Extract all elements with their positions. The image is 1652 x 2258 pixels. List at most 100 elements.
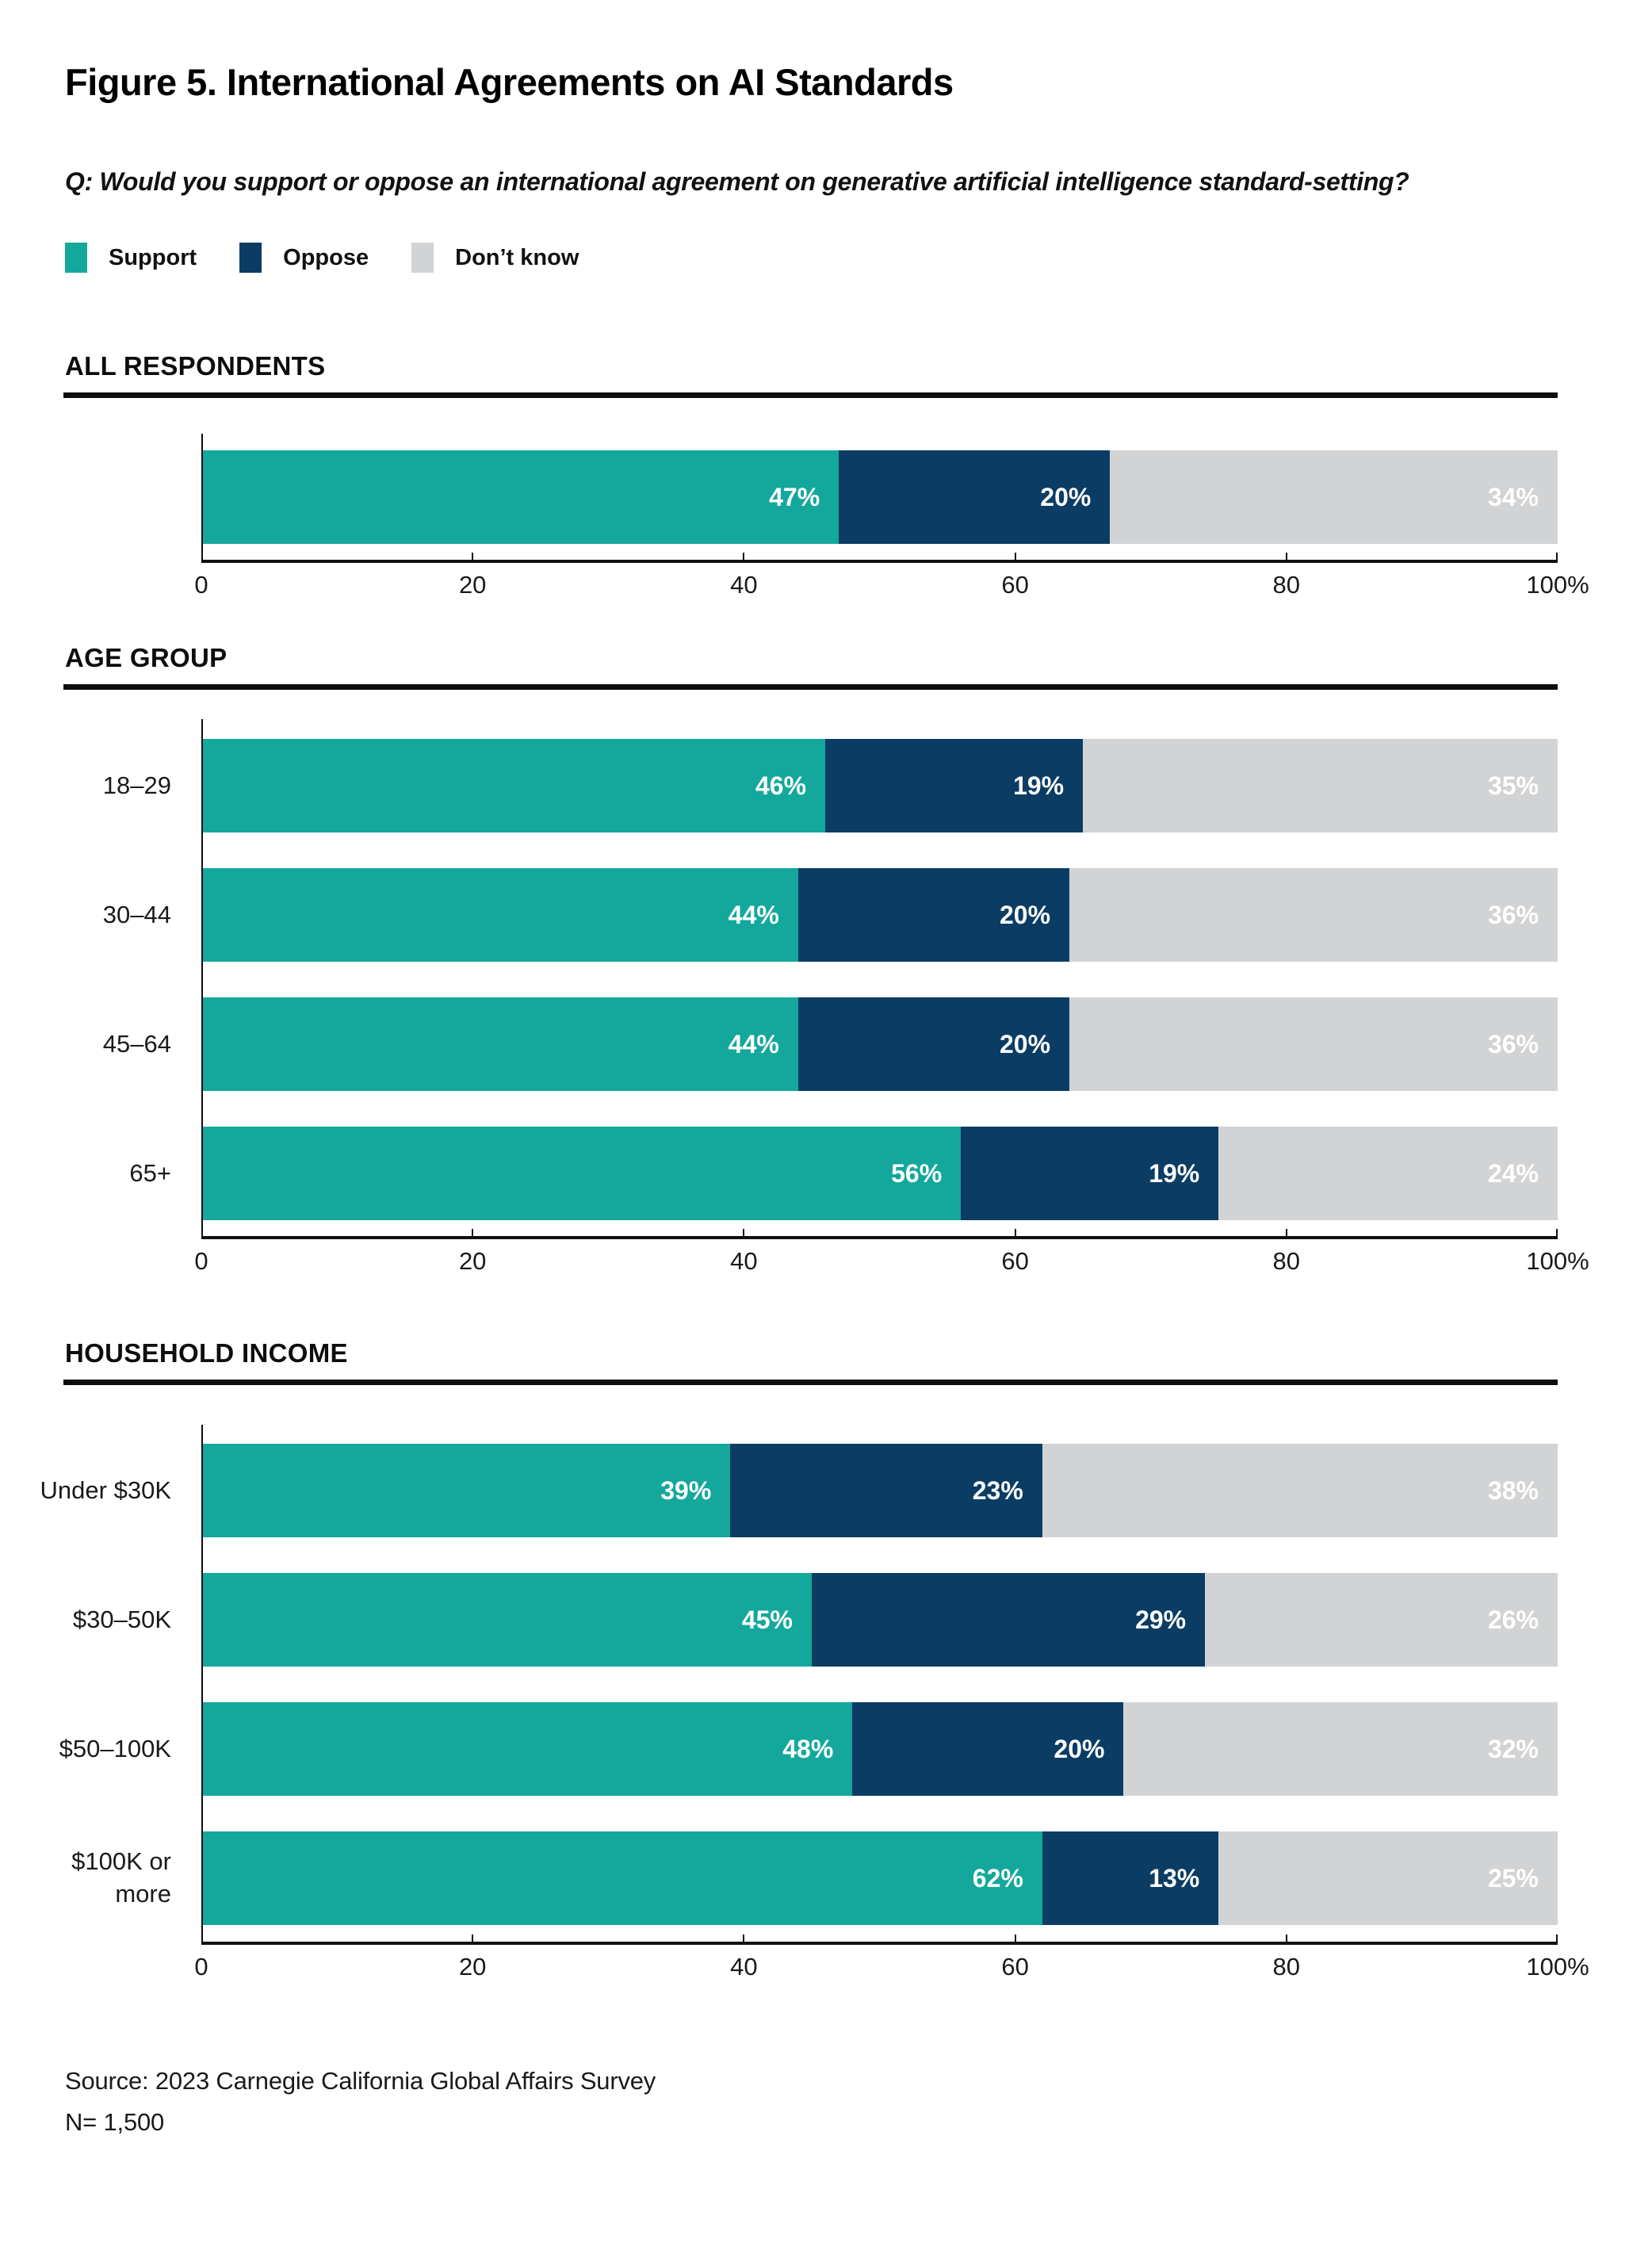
segment-value-label: 20% (1054, 1734, 1105, 1763)
segment-value-label: 19% (1013, 771, 1065, 800)
source-note: Source: 2023 Carnegie California Global … (65, 2067, 656, 2095)
segment-oppose: 13% (1042, 1831, 1219, 1925)
segment-support: 56% (201, 1127, 962, 1220)
segment-value-label: 44% (728, 1029, 779, 1058)
axis-tick (1556, 553, 1558, 560)
segment-value-label: 19% (1149, 1158, 1200, 1188)
axis-tick (1556, 1229, 1558, 1236)
category-label: 18–29 (102, 771, 171, 799)
segment-value-label: 62% (972, 1863, 1023, 1893)
sample-size-note: N= 1,500 (65, 2107, 165, 2136)
plot-area: Under $30K 39% 23% 38% $30–50K 45% 29% 26% $50–1… (40, 1425, 1558, 1942)
legend-item-support: Support (65, 243, 197, 273)
chart-section-household-income: HOUSEHOLD INCOME Under $30K 39% 23% 38% $30–5… (40, 1338, 1589, 1984)
segment-value-label: 20% (999, 1029, 1051, 1058)
bar-track: 44% 20% 36% (201, 868, 1558, 962)
segment-value-label: 24% (1487, 1158, 1539, 1188)
bar-row: Under $30K 39% 23% 38% (40, 1444, 1558, 1537)
axis-tick-label: 100% (1526, 571, 1589, 599)
segment-value-label: 47% (769, 482, 820, 511)
segment-support: 44% (201, 868, 798, 962)
legend-item-oppose: Oppose (239, 243, 369, 273)
axis-tick (1285, 553, 1287, 560)
category-label: $30–50K (72, 1605, 171, 1633)
bar-track: 46% 19% 35% (201, 739, 1558, 832)
section-header: HOUSEHOLD INCOME (65, 1338, 348, 1368)
axis-tick-label: 60 (1001, 571, 1029, 599)
segment-value-label: 36% (1487, 1029, 1539, 1058)
bar-row: $50–100K 48% 20% 32% (59, 1702, 1558, 1796)
segment-value-label: 56% (891, 1158, 943, 1188)
bar-row: $30–50K 45% 29% 26% (65, 1573, 1558, 1667)
charts: ALL RESPONDENTS 47% 20% 34% 0 20 40 60 80 100% AGE… (40, 350, 1589, 1984)
oppose-swatch-icon (239, 243, 262, 273)
section-rule (63, 392, 1558, 398)
axis-tick-label: 40 (730, 571, 758, 599)
segment-value-label: 20% (999, 900, 1051, 929)
axis-tick-label: 0 (194, 1953, 208, 1981)
bar-track: 44% 20% 36% (201, 997, 1558, 1091)
figure-title: Figure 5. International Agreements on AI… (65, 61, 954, 103)
bar-row: 30–44 44% 20% 36% (65, 868, 1558, 962)
segment-oppose: 19% (961, 1127, 1219, 1220)
axis-tick (472, 553, 474, 560)
axis-tick-label: 100% (1526, 1953, 1589, 1981)
y-axis-line (201, 434, 203, 560)
section-header: AGE GROUP (65, 643, 228, 672)
x-axis-labels: 0 20 40 60 80 100% (194, 1247, 1589, 1279)
axis-tick-label: 60 (1001, 1953, 1029, 1981)
segment-dont-know: 38% (1042, 1444, 1558, 1537)
segment-value-label: 36% (1487, 900, 1539, 929)
segment-value-label: 48% (782, 1734, 834, 1763)
bar-row: 65+ 56% 19% 24% (65, 1127, 1558, 1220)
bar-row: 45–64 44% 20% 36% (65, 997, 1558, 1091)
segment-value-label: 20% (1040, 482, 1092, 511)
axis-tick-label: 40 (730, 1247, 758, 1275)
segment-oppose: 20% (797, 997, 1070, 1091)
axis-tick (472, 1935, 474, 1942)
segment-value-label: 45% (741, 1605, 793, 1634)
legend-label: Oppose (283, 244, 369, 270)
bar-row: 18–29 46% 19% 35% (65, 739, 1558, 832)
category-label: 65+ (129, 1158, 171, 1187)
x-axis-line (201, 553, 1558, 563)
segment-dont-know: 36% (1069, 997, 1558, 1091)
survey-question: Q: Would you support or oppose an intern… (65, 167, 1409, 196)
category-label: Under $30K (40, 1475, 171, 1504)
support-swatch-icon (65, 243, 87, 273)
segment-value-label: 32% (1487, 1734, 1539, 1763)
segment-support: 44% (201, 997, 798, 1091)
axis-tick (743, 1229, 745, 1236)
segment-oppose: 20% (839, 450, 1111, 544)
chart-section-all-respondents: ALL RESPONDENTS 47% 20% 34% 0 20 40 60 80 100% (63, 350, 1589, 603)
axis-tick-label: 80 (1272, 1247, 1301, 1275)
segment-support: 39% (201, 1444, 731, 1537)
legend: Support Oppose Don’t know (65, 243, 1558, 273)
segment-support: 45% (201, 1573, 812, 1667)
segment-oppose: 20% (852, 1702, 1124, 1796)
segment-support: 62% (201, 1831, 1042, 1925)
axis-tick-label: 20 (458, 1953, 487, 1981)
y-axis-line (201, 1425, 203, 1942)
segment-dont-know: 34% (1110, 450, 1558, 544)
segment-value-label: 38% (1487, 1475, 1539, 1505)
x-axis-line (201, 1229, 1558, 1239)
category-label (35, 450, 201, 544)
bar-track: 47% 20% 34% (201, 450, 1558, 544)
axis-tick-label: 0 (194, 1247, 208, 1275)
section-header: ALL RESPONDENTS (65, 351, 326, 381)
segment-dont-know: 26% (1205, 1573, 1558, 1667)
axis-tick (1014, 1935, 1016, 1942)
axis-tick (743, 553, 745, 560)
segment-dont-know: 36% (1069, 868, 1558, 962)
bar-row: 47% 20% 34% (65, 450, 1558, 544)
chart-section-age-group: AGE GROUP 18–29 46% 19% 35% 30–44 44% 20% 36% 45–… (63, 642, 1589, 1279)
axis-tick-label: 0 (194, 571, 208, 599)
y-axis-line (201, 719, 203, 1236)
segment-value-label: 25% (1487, 1863, 1539, 1893)
axis-tick-label: 40 (730, 1953, 758, 1981)
segment-oppose: 19% (825, 739, 1084, 832)
segment-value-label: 23% (972, 1475, 1023, 1505)
x-axis-labels: 0 20 40 60 80 100% (194, 571, 1589, 603)
bar-track: 56% 19% 24% (201, 1127, 1558, 1220)
